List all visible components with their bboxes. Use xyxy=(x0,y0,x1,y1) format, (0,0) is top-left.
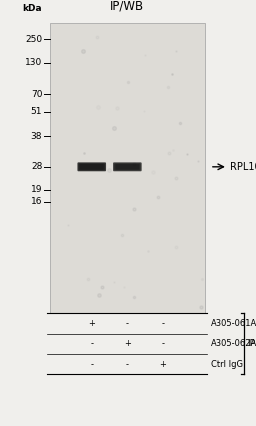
Text: IP/WB: IP/WB xyxy=(110,0,144,13)
Text: 250: 250 xyxy=(25,35,42,44)
FancyBboxPatch shape xyxy=(80,164,104,170)
Text: 38: 38 xyxy=(31,132,42,141)
Text: 16: 16 xyxy=(31,197,42,206)
Text: A305-062A: A305-062A xyxy=(211,339,256,348)
FancyBboxPatch shape xyxy=(77,162,106,171)
Text: kDa: kDa xyxy=(23,4,42,13)
Text: IP: IP xyxy=(248,339,255,348)
FancyBboxPatch shape xyxy=(114,163,141,170)
Bar xyxy=(50,23,205,313)
Text: -: - xyxy=(162,339,165,348)
Text: +: + xyxy=(124,339,131,348)
Text: 28: 28 xyxy=(31,162,42,171)
Text: -: - xyxy=(90,339,93,348)
Text: 19: 19 xyxy=(31,185,42,195)
Text: -: - xyxy=(90,360,93,369)
Text: -: - xyxy=(162,319,165,328)
FancyBboxPatch shape xyxy=(115,164,139,170)
Text: A305-061A: A305-061A xyxy=(211,319,256,328)
Text: -: - xyxy=(126,360,129,369)
Text: +: + xyxy=(88,319,95,328)
Text: +: + xyxy=(159,360,166,369)
Text: 70: 70 xyxy=(31,90,42,99)
Text: Ctrl IgG: Ctrl IgG xyxy=(211,360,243,369)
Text: 130: 130 xyxy=(25,58,42,67)
Text: RPL10A: RPL10A xyxy=(230,162,256,172)
FancyBboxPatch shape xyxy=(113,162,142,171)
Text: -: - xyxy=(126,319,129,328)
FancyBboxPatch shape xyxy=(79,163,105,170)
Text: 51: 51 xyxy=(31,107,42,116)
